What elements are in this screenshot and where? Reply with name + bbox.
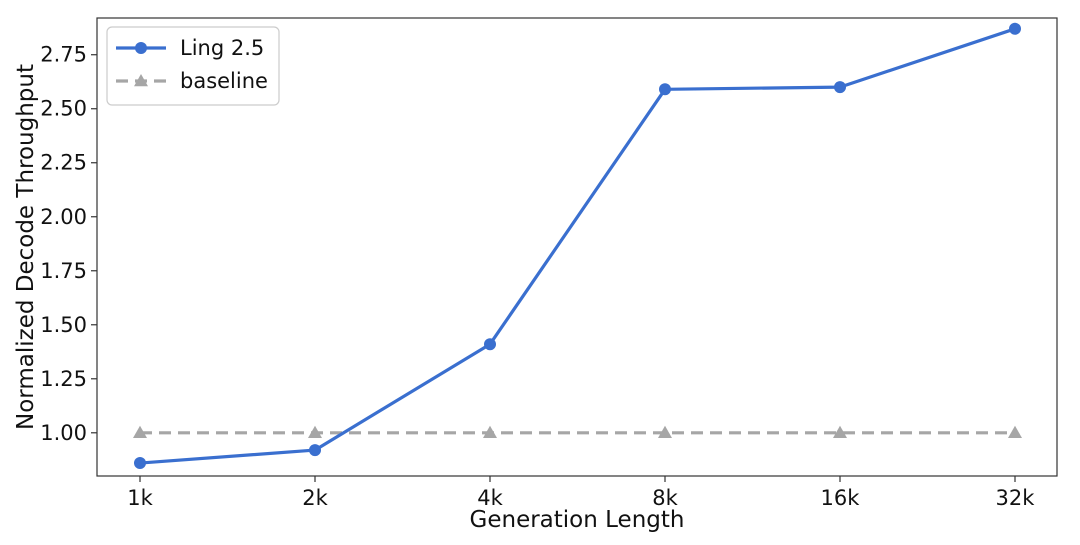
x-tick-label: 8k (652, 486, 678, 510)
y-tick-label: 2.00 (40, 205, 87, 229)
legend-marker (135, 42, 147, 54)
y-axis-label: Normalized Decode Throughput (13, 64, 39, 430)
data-point (658, 425, 672, 439)
data-point (1009, 22, 1021, 35)
series-line (139, 27, 1016, 465)
y-tick-label: 1.00 (40, 421, 87, 445)
legend-item: Ling 2.5 (116, 36, 264, 60)
legend-item: baseline (116, 69, 268, 93)
x-tick-label: 1k (127, 486, 153, 510)
x-axis-label: Generation Length (470, 507, 685, 533)
data-point (309, 444, 321, 457)
data-point (483, 425, 497, 439)
y-tick-label: 1.50 (40, 313, 87, 337)
x-tick-label: 16k (821, 486, 861, 510)
data-point (308, 425, 322, 439)
data-point (833, 425, 847, 439)
legend-label: Ling 2.5 (180, 36, 264, 60)
series-baseline (133, 425, 1022, 439)
y-tick-label: 1.25 (40, 367, 87, 391)
y-tick-label: 1.75 (40, 259, 87, 283)
legend: Ling 2.5 baseline (106, 26, 280, 106)
legend-label: baseline (180, 69, 268, 93)
x-tick-label: 4k (477, 486, 503, 510)
data-point (134, 457, 146, 470)
series-layer (133, 22, 1022, 470)
x-tick-label: 32k (996, 486, 1036, 510)
y-tick-label: 2.50 (40, 97, 87, 121)
data-point (133, 425, 147, 439)
data-point (834, 81, 846, 94)
x-tick-label: 2k (302, 486, 328, 510)
y-tick-label: 2.75 (40, 43, 87, 67)
data-point (484, 338, 496, 351)
y-axis-ticks: 1.00 1.25 1.50 1.75 2.00 2.25 2.50 2.75 (40, 43, 97, 445)
y-tick-label: 2.25 (40, 151, 87, 175)
legend-marker (134, 74, 148, 87)
series-ling-2-5 (134, 22, 1021, 470)
x-axis-ticks: 1k 2k 4k 8k 16k 32k (127, 476, 1035, 510)
data-point (1008, 425, 1022, 439)
data-point (659, 83, 671, 96)
